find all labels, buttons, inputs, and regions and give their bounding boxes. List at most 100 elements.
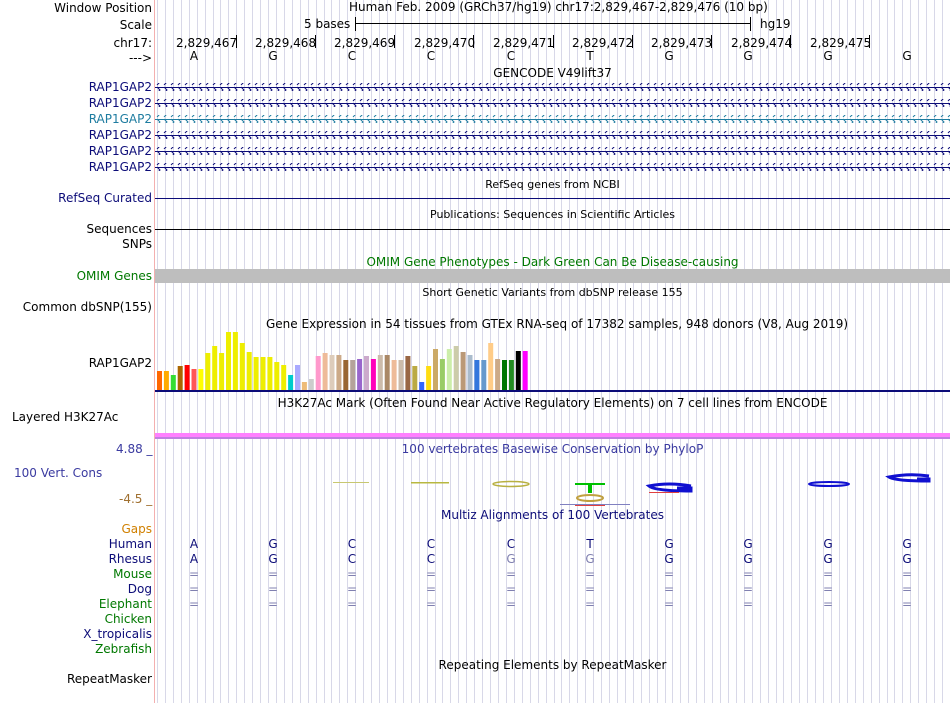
gencode-gene-label[interactable]: RAP1GAP2 <box>88 160 152 174</box>
omim-track-label[interactable]: OMIM Genes <box>76 269 152 283</box>
gtex-tissue-bar[interactable] <box>495 359 501 390</box>
gtex-tissue-bar[interactable] <box>460 352 466 390</box>
gencode-gene-label[interactable]: RAP1GAP2 <box>88 144 152 158</box>
gtex-tissue-bar[interactable] <box>184 365 190 390</box>
gtex-tissue-bar[interactable] <box>308 379 314 390</box>
gtex-track-title[interactable]: Gene Expression in 54 tissues from GTEx … <box>266 317 849 331</box>
gtex-tissue-bar[interactable] <box>481 360 487 390</box>
species-label-dog[interactable]: Dog <box>127 582 152 596</box>
gtex-tissue-bar[interactable] <box>426 366 432 390</box>
gtex-tissue-bar[interactable] <box>260 357 266 390</box>
gtex-tissue-bar[interactable] <box>433 349 438 390</box>
gencode-transcripts[interactable] <box>155 78 950 174</box>
species-label-chicken[interactable]: Chicken <box>104 612 152 626</box>
gtex-tissue-bar[interactable] <box>474 360 480 390</box>
gtex-tissue-bar[interactable] <box>391 360 397 390</box>
omim-track-title[interactable]: OMIM Gene Phenotypes - Dark Green Can Be… <box>366 255 739 269</box>
species-label-human[interactable]: Human <box>108 537 152 551</box>
gtex-tissue-bar[interactable] <box>384 355 390 390</box>
gtex-tissue-bar[interactable] <box>398 360 404 390</box>
gtex-tissue-bar[interactable] <box>350 360 356 390</box>
gtex-tissue-bar[interactable] <box>246 352 252 390</box>
gtex-gene-label[interactable]: RAP1GAP2 <box>88 356 152 370</box>
gtex-tissue-bar[interactable] <box>364 356 369 390</box>
phylop-logo[interactable] <box>155 462 950 508</box>
gtex-tissue-bar[interactable] <box>412 366 418 390</box>
gaps-label[interactable]: Gaps <box>121 522 152 536</box>
gtex-tissue-bar[interactable] <box>315 356 321 390</box>
ref-base: G <box>823 49 833 63</box>
gtex-tissue-bar[interactable] <box>295 365 300 390</box>
gtex-tissue-bar[interactable] <box>281 365 287 390</box>
phylop-track-label[interactable]: 100 Vert. Cons <box>14 466 103 480</box>
gtex-tissue-bar[interactable] <box>370 359 376 390</box>
gtex-tissue-bar[interactable] <box>267 357 273 390</box>
gtex-tissue-bar[interactable] <box>419 382 425 390</box>
gtex-tissue-bar[interactable] <box>288 375 294 390</box>
species-label-xtropicalis[interactable]: X_tropicalis <box>83 627 152 641</box>
h3k27ac-signal-band[interactable] <box>155 433 950 437</box>
species-label-mouse[interactable]: Mouse <box>113 567 152 581</box>
gtex-tissue-bar[interactable] <box>191 369 197 390</box>
sequences-track-label[interactable]: Sequences <box>86 222 152 236</box>
alignment-base: = <box>267 582 279 596</box>
gtex-tissue-bar[interactable] <box>508 360 514 390</box>
gtex-tissue-bar[interactable] <box>253 357 259 390</box>
multiz-track-title[interactable]: Multiz Alignments of 100 Vertebrates <box>440 508 665 522</box>
gtex-expression-bars[interactable] <box>155 330 555 391</box>
dbsnp-track-title[interactable]: Short Genetic Variants from dbSNP releas… <box>422 286 683 299</box>
gtex-tissue-bar[interactable] <box>515 351 521 390</box>
species-label-zebrafish[interactable]: Zebrafish <box>95 642 152 656</box>
gtex-tissue-bar[interactable] <box>467 355 473 390</box>
h3k27ac-track-title[interactable]: H3K27Ac Mark (Often Found Near Active Re… <box>277 396 828 410</box>
gtex-tissue-bar[interactable] <box>226 332 231 390</box>
gtex-tissue-bar[interactable] <box>377 355 383 390</box>
gtex-tissue-bar[interactable] <box>405 356 411 390</box>
gtex-tissue-bar[interactable] <box>219 353 225 390</box>
gtex-tissue-bar[interactable] <box>439 359 445 390</box>
repeatmasker-track-label[interactable]: RepeatMasker <box>66 672 152 686</box>
refseq-track-title[interactable]: RefSeq genes from NCBI <box>485 178 620 191</box>
dbsnp-track-label[interactable]: Common dbSNP(155) <box>22 300 152 314</box>
gtex-tissue-bar[interactable] <box>336 355 342 390</box>
gencode-gene-label[interactable]: RAP1GAP2 <box>88 96 152 110</box>
h3k27ac-signal-band-2[interactable] <box>155 437 950 439</box>
gtex-tissue-bar[interactable] <box>446 349 452 390</box>
gtex-tissue-bar[interactable] <box>163 371 169 390</box>
gtex-tissue-bar[interactable] <box>232 332 238 390</box>
gencode-gene-label[interactable]: RAP1GAP2 <box>88 80 152 94</box>
gtex-tissue-bar[interactable] <box>239 343 245 390</box>
species-label-rhesus[interactable]: Rhesus <box>108 552 152 566</box>
phylop-track-title[interactable]: 100 vertebrates Basewise Conservation by… <box>401 442 704 456</box>
gtex-tissue-bar[interactable] <box>205 353 211 390</box>
publications-track-title[interactable]: Publications: Sequences in Scientific Ar… <box>430 208 675 221</box>
gtex-tissue-bar[interactable] <box>488 343 494 390</box>
gtex-tissue-bar[interactable] <box>212 346 218 390</box>
gencode-gene-label[interactable]: RAP1GAP2 <box>88 112 152 126</box>
gtex-tissue-bar[interactable] <box>357 359 363 390</box>
h3k27ac-track-label[interactable]: Layered H3K27Ac <box>12 410 119 424</box>
snps-track-label[interactable]: SNPs <box>122 237 152 251</box>
gtex-tissue-bar[interactable] <box>177 366 183 390</box>
sequences-line[interactable] <box>155 229 950 230</box>
position-tick <box>394 35 395 48</box>
gtex-tissue-bar[interactable] <box>274 362 280 390</box>
omim-gene-bar[interactable] <box>155 269 950 283</box>
gtex-tissue-bar[interactable] <box>329 355 335 390</box>
gencode-track-title[interactable]: GENCODE V49lift37 <box>493 66 612 80</box>
gtex-tissue-bar[interactable] <box>322 353 328 390</box>
gtex-tissue-bar[interactable] <box>170 375 176 390</box>
gencode-gene-label[interactable]: RAP1GAP2 <box>88 128 152 142</box>
species-label-elephant[interactable]: Elephant <box>98 597 152 611</box>
gtex-tissue-bar[interactable] <box>198 369 204 390</box>
gtex-tissue-bar[interactable] <box>343 360 349 390</box>
gtex-tissue-bar[interactable] <box>157 371 162 390</box>
alignment-base-mismatch: G <box>506 552 516 566</box>
gtex-tissue-bar[interactable] <box>522 351 528 390</box>
gtex-tissue-bar[interactable] <box>502 360 507 390</box>
refseq-track-label[interactable]: RefSeq Curated <box>58 191 152 205</box>
gtex-tissue-bar[interactable] <box>301 382 307 390</box>
refseq-gene-line[interactable] <box>155 198 950 199</box>
repeatmasker-track-title[interactable]: Repeating Elements by RepeatMasker <box>438 658 667 672</box>
gtex-tissue-bar[interactable] <box>453 346 459 390</box>
